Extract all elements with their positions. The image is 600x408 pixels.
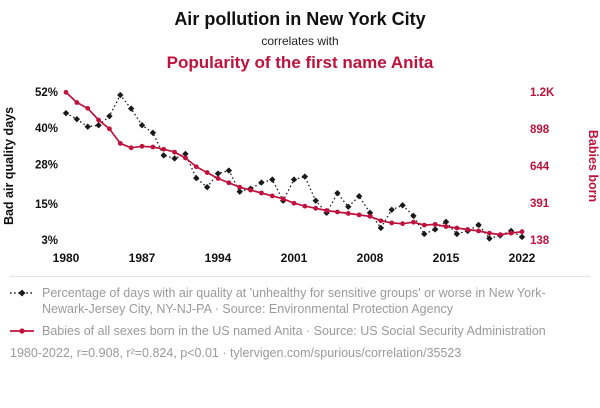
svg-text:15%: 15% [35, 199, 58, 211]
svg-text:Babies born: Babies born [586, 130, 600, 202]
legend-label: Babies of all sexes born in the US named… [42, 324, 546, 338]
svg-text:644: 644 [530, 161, 550, 173]
correlates-with-label: correlates with [261, 34, 339, 48]
stats-footer: 1980-2022, r=0.908, r²=0.824, p<0.01 · t… [10, 346, 462, 360]
legend-item-air-quality: Percentage of days with air quality at '… [10, 285, 590, 317]
header: Air pollution in New York City correlate… [0, 8, 600, 74]
svg-text:1994: 1994 [205, 251, 232, 265]
svg-text:2008: 2008 [357, 251, 384, 265]
chart-area: 52% 40% 28% 15% 3% 1.2K 898 644 391 138 1980 1987 19… [0, 74, 600, 274]
correlation-chart: 52% 40% 28% 15% 3% 1.2K 898 644 391 138 1980 1987 19… [2, 87, 600, 265]
svg-text:1980: 1980 [53, 251, 80, 265]
svg-text:138: 138 [530, 235, 550, 247]
legend-label: Percentage of days with air quality at '… [42, 286, 546, 316]
anita-series-icon [10, 328, 34, 334]
svg-text:52%: 52% [35, 87, 58, 99]
legend-item-anita: Babies of all sexes born in the US named… [10, 323, 590, 339]
svg-text:40%: 40% [35, 123, 58, 135]
svg-text:391: 391 [530, 198, 550, 210]
svg-text:1987: 1987 [129, 251, 156, 265]
air-quality-series-icon [10, 289, 34, 297]
svg-text:2015: 2015 [433, 251, 460, 265]
svg-text:2001: 2001 [281, 251, 308, 265]
svg-text:898: 898 [530, 124, 550, 136]
legend-and-footer: Percentage of days with air quality at '… [10, 276, 590, 361]
svg-text:1.2K: 1.2K [530, 87, 555, 99]
secondary-title: Popularity of the first name Anita [166, 53, 434, 72]
page-title: Air pollution in New York City [174, 9, 426, 29]
svg-text:2022: 2022 [509, 251, 536, 265]
svg-text:28%: 28% [35, 159, 58, 171]
svg-text:3%: 3% [41, 235, 58, 247]
svg-text:Bad air quality days: Bad air quality days [2, 107, 16, 225]
